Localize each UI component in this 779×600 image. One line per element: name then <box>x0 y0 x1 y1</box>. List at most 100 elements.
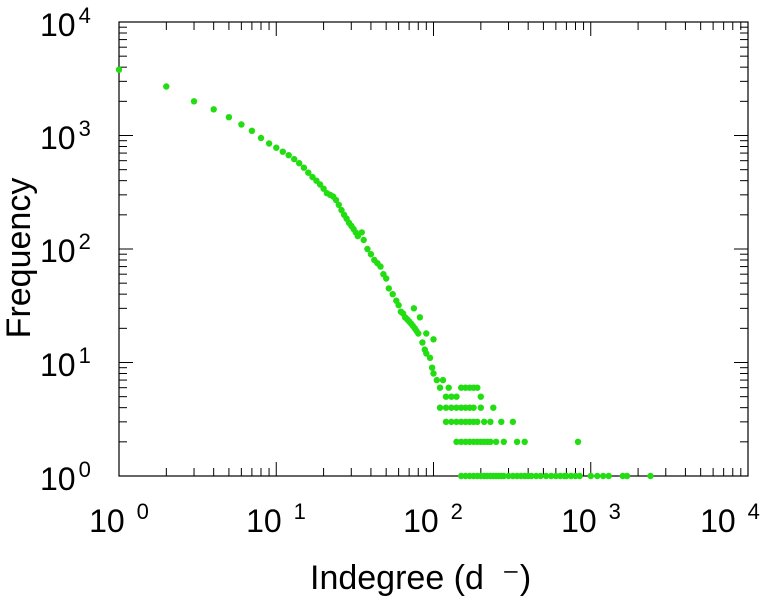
data-point <box>279 148 286 155</box>
data-point <box>442 404 450 411</box>
data-point <box>448 418 455 425</box>
ticks-layer <box>119 22 748 476</box>
data-point <box>335 201 342 208</box>
data-point <box>436 404 444 411</box>
data-point <box>513 438 521 445</box>
data-point <box>430 370 437 377</box>
data-point <box>445 384 452 391</box>
x-tick-label: 10 0 <box>89 499 149 539</box>
data-point <box>377 263 384 270</box>
data-point <box>567 472 575 480</box>
data-point <box>500 472 507 480</box>
data-point <box>300 164 308 171</box>
x-axis-title: Indegree (d ⁻) <box>310 559 531 597</box>
data-point <box>423 330 430 337</box>
data-point <box>442 418 450 425</box>
data-point <box>430 336 437 343</box>
data-point <box>248 127 256 134</box>
data-point <box>439 376 447 384</box>
y-tick-label: 10 1 <box>40 343 91 383</box>
data-point <box>395 302 402 309</box>
x-tick-labels: 10 0 10 1 10 2 10 3 10 4 <box>89 499 760 539</box>
data-point <box>600 472 607 480</box>
data-point <box>563 472 570 480</box>
data-point <box>487 438 494 445</box>
data-point <box>605 472 612 480</box>
data-point <box>367 251 375 258</box>
y-tick-label: 10 0 <box>40 457 91 497</box>
y-tick-label: 10 3 <box>40 116 91 156</box>
data-point <box>332 196 340 204</box>
data-point <box>594 472 601 480</box>
data-point <box>458 472 465 480</box>
data-point <box>385 285 392 292</box>
data-point <box>360 236 367 244</box>
data-point <box>453 404 460 411</box>
data-point <box>442 393 450 400</box>
data-point <box>458 418 465 425</box>
data-point <box>358 229 365 236</box>
data-point <box>548 472 555 480</box>
data-point <box>500 438 507 445</box>
y-axis-title: Frequency <box>0 178 38 339</box>
data-point <box>419 339 426 346</box>
data-point <box>285 152 292 159</box>
data-point <box>477 404 484 411</box>
data-point <box>542 472 550 480</box>
data-point <box>238 121 245 128</box>
data-point <box>453 438 460 445</box>
data-point <box>383 275 390 282</box>
x-tick-label: 10 4 <box>700 499 760 539</box>
data-point <box>453 393 460 400</box>
data-point <box>257 134 265 142</box>
x-tick-label: 10 2 <box>403 499 463 539</box>
data-point <box>433 376 440 384</box>
y-tick-label: 10 4 <box>40 3 91 43</box>
data-point <box>265 140 273 147</box>
scatter-points <box>115 66 654 480</box>
data-point <box>320 185 327 192</box>
data-point <box>410 305 418 312</box>
data-point <box>296 160 303 167</box>
data-point <box>458 438 465 445</box>
data-point <box>533 472 540 480</box>
data-point <box>273 144 280 151</box>
data-point <box>528 472 535 480</box>
data-point <box>576 472 583 480</box>
data-point <box>623 472 631 480</box>
data-point <box>477 393 484 400</box>
data-point <box>436 384 444 391</box>
data-point <box>487 418 494 425</box>
data-point <box>474 384 481 391</box>
data-point <box>428 364 436 371</box>
data-point <box>492 438 500 445</box>
x-tick-label: 10 3 <box>561 499 621 539</box>
data-point <box>574 438 582 445</box>
data-point <box>210 106 217 113</box>
data-point <box>490 404 497 411</box>
data-point <box>537 472 544 480</box>
data-point <box>552 472 560 480</box>
plot-frame <box>118 21 749 477</box>
data-point <box>458 384 465 391</box>
data-point <box>389 291 396 298</box>
data-point <box>474 418 481 425</box>
data-point <box>423 350 430 357</box>
data-point <box>521 438 528 445</box>
y-tick-label: 10 2 <box>40 229 91 269</box>
data-point <box>426 354 434 361</box>
data-point <box>338 206 345 214</box>
y-tick-labels: 10 0 10 1 10 2 10 3 10 4 <box>40 3 91 497</box>
data-point <box>509 418 517 425</box>
data-point <box>364 245 371 253</box>
data-point <box>505 472 512 480</box>
data-point <box>448 404 455 411</box>
data-point <box>448 393 455 400</box>
data-point <box>305 169 312 176</box>
data-point <box>415 330 422 337</box>
data-point <box>647 472 654 480</box>
data-point <box>163 83 170 90</box>
data-point <box>190 98 198 105</box>
data-point <box>498 418 505 425</box>
